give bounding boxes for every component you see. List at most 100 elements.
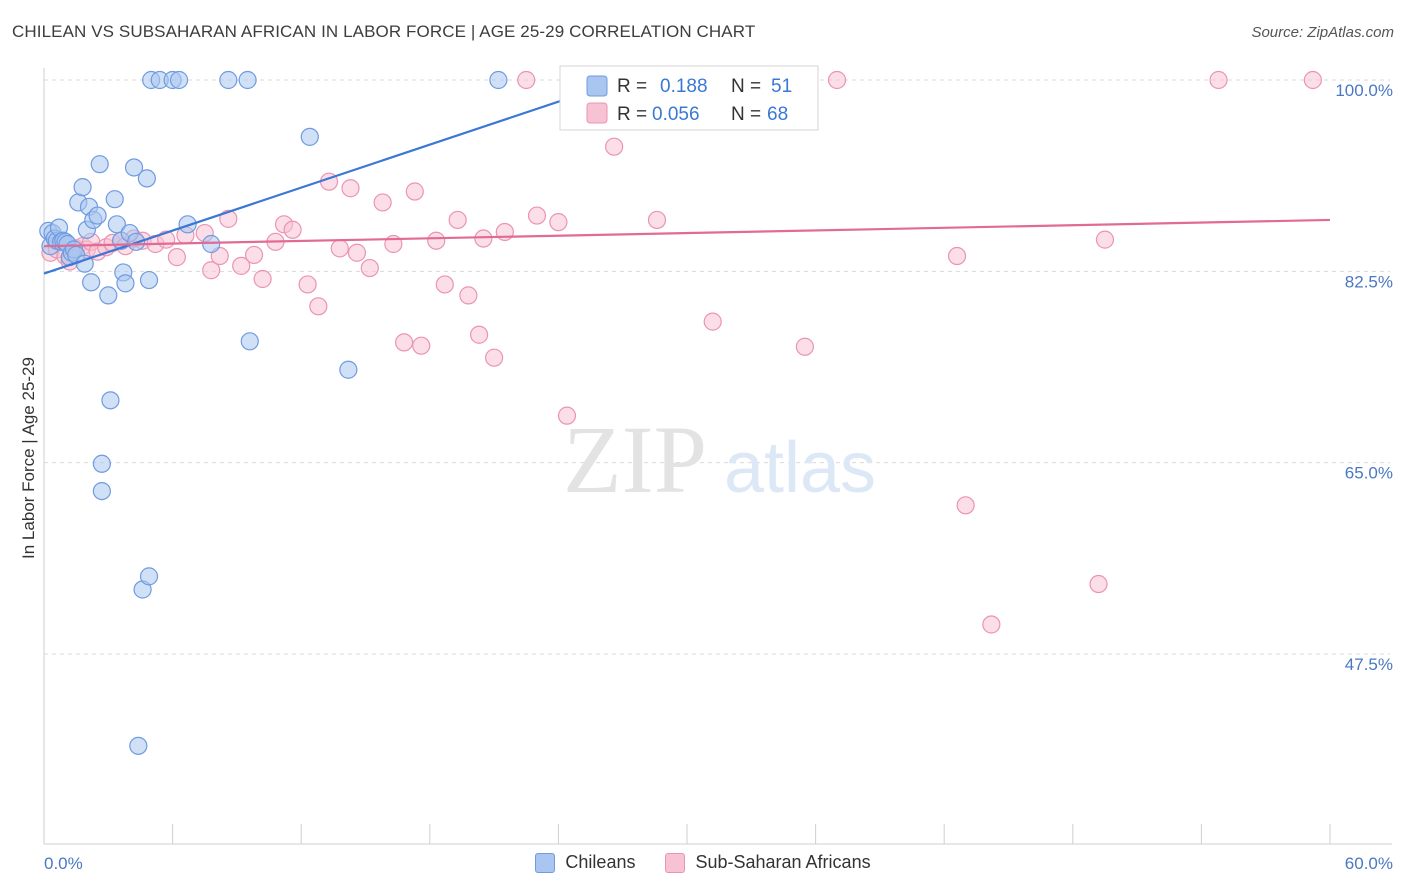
subsaharan-point-54: [605, 137, 624, 156]
chileans-trend-line: [43, 89, 591, 275]
legend-subsaharan-swatch: [586, 102, 608, 124]
subsaharan-point-22: [219, 209, 238, 228]
subsaharan-point-59: [703, 312, 722, 331]
chileans-point-50: [339, 360, 358, 379]
chileans-point-37: [137, 169, 156, 188]
y-tick-label-1: 82.5%: [1345, 272, 1393, 291]
chileans-point-33: [124, 158, 144, 177]
subsaharan-point-66: [1089, 574, 1108, 594]
chileans-point-25: [99, 286, 118, 305]
legend-subsaharan-n-label: N =: [731, 104, 761, 125]
chileans-point-27: [105, 190, 124, 209]
subsaharan-point-47: [485, 348, 504, 367]
chileans-point-15: [73, 178, 92, 197]
watermark-atlas: atlas: [724, 428, 876, 508]
chileans-points: [39, 70, 508, 755]
subsaharan-point-65: [982, 615, 1001, 634]
subsaharan-point-63: [947, 246, 967, 266]
y-tick-label-0: 100.0%: [1335, 81, 1393, 100]
chileans-point-47: [238, 70, 257, 90]
y-axis-title: In Labor Force | Age 25-29: [19, 357, 38, 559]
subsaharan-point-28: [283, 220, 302, 239]
chileans-point-39: [139, 567, 159, 586]
chileans-point-24: [92, 481, 111, 501]
subsaharan-point-61: [795, 337, 814, 356]
subsaharan-point-29: [298, 275, 317, 294]
correlation-legend: R = 0.188 N = 51 R = 0.056 N = 68: [559, 65, 819, 131]
subsaharan-point-49: [517, 70, 536, 90]
chileans-point-46: [219, 70, 238, 90]
subsaharan-points: [41, 70, 1322, 634]
watermark: ZIP atlas: [563, 406, 876, 513]
subsaharan-point-20: [202, 261, 221, 280]
chileans-point-26: [101, 391, 120, 410]
series-legend: Chileans Sub-Saharan Africans: [0, 852, 1406, 873]
legend-subsaharan-n-value: 68: [767, 104, 788, 125]
legend-chileans-swatch: [586, 75, 608, 97]
source-label: Source: ZipAtlas.com: [1251, 24, 1394, 41]
subsaharan-point-67: [1095, 230, 1115, 249]
subsaharan-point-44: [459, 286, 478, 305]
chileans-label: Chileans: [565, 852, 636, 872]
subsaharan-point-50: [527, 206, 547, 225]
subsaharan-point-42: [435, 275, 454, 294]
subsaharan-point-36: [373, 193, 392, 212]
axes: [43, 68, 1392, 845]
chileans-swatch: [535, 852, 556, 873]
subsaharan-label: Sub-Saharan Africans: [695, 852, 871, 872]
legend-item-chileans: Chileans: [535, 852, 635, 873]
subsaharan-point-43: [448, 210, 467, 230]
chileans-point-38: [139, 270, 159, 290]
legend-chileans-n-label: N =: [731, 76, 761, 97]
subsaharan-point-52: [557, 406, 577, 425]
chileans-point-45: [202, 234, 221, 254]
subsaharan-point-25: [253, 269, 272, 289]
y-tick-label-2: 65.0%: [1345, 464, 1393, 483]
subsaharan-point-46: [474, 229, 493, 248]
y-tick-label-3: 47.5%: [1345, 655, 1393, 674]
legend-chileans-r-label: R =: [617, 76, 647, 97]
subsaharan-trend-line: [43, 218, 1331, 248]
subsaharan-point-41: [427, 231, 446, 250]
subsaharan-point-57: [647, 210, 667, 230]
subsaharan-point-34: [347, 243, 367, 262]
x-tick-label-1: 60.0%: [1345, 854, 1393, 873]
chileans-point-51: [489, 70, 508, 90]
watermark-zip: ZIP: [563, 406, 707, 513]
legend-chileans-r-value: 0.188: [660, 76, 708, 97]
subsaharan-point-33: [341, 179, 360, 198]
gridlines: [44, 79, 1390, 655]
legend-subsaharan-r-label: R =: [617, 104, 647, 125]
subsaharan-point-51: [549, 213, 568, 232]
chileans-point-19: [82, 273, 101, 292]
tick-labels: 100.0% 82.5% 65.0% 47.5% 0.0% 60.0%: [44, 81, 1393, 873]
chileans-point-49: [300, 127, 319, 146]
subsaharan-point-45: [469, 325, 489, 344]
subsaharan-point-62: [827, 70, 847, 90]
subsaharan-point-69: [1303, 70, 1322, 90]
subsaharan-point-64: [956, 496, 975, 515]
chileans-point-31: [116, 274, 135, 293]
chileans-point-43: [169, 70, 189, 90]
subsaharan-point-39: [405, 182, 424, 201]
legend-item-subsaharan: Sub-Saharan Africans: [665, 852, 871, 873]
subsaharan-point-30: [309, 297, 328, 316]
chileans-point-23: [92, 454, 111, 473]
subsaharan-point-35: [360, 258, 379, 278]
subsaharan-point-23: [232, 256, 251, 275]
subsaharan-swatch: [665, 852, 686, 873]
legend-chileans-n-value: 51: [771, 76, 792, 97]
chileans-point-48: [240, 332, 259, 351]
subsaharan-point-17: [167, 248, 186, 267]
chileans-point-21: [88, 206, 107, 225]
chileans-point-22: [90, 155, 109, 174]
subsaharan-point-40: [412, 336, 431, 355]
chart-title: CHILEAN VS SUBSAHARAN AFRICAN IN LABOR F…: [12, 22, 756, 41]
trend-lines: [43, 89, 1331, 275]
chileans-point-44: [178, 215, 197, 234]
chileans-point-35: [129, 736, 148, 755]
subsaharan-point-68: [1209, 70, 1228, 90]
subsaharan-point-24: [244, 245, 264, 265]
legend-subsaharan-r-value: 0.056: [652, 104, 700, 125]
